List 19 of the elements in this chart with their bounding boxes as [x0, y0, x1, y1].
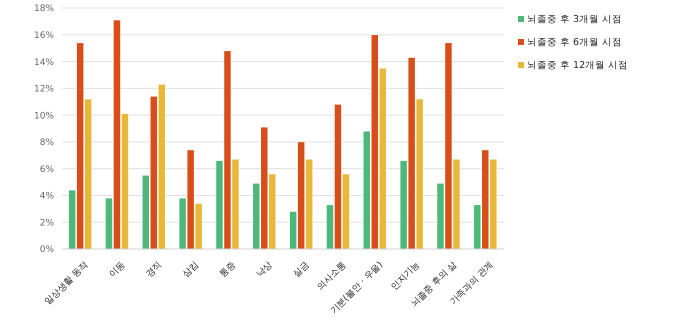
- y-tick-label: 10%: [34, 111, 54, 122]
- y-tick-label: 4%: [40, 192, 54, 202]
- y-tick-label: 14%: [34, 58, 54, 68]
- y-tick-label: 18%: [34, 4, 54, 14]
- x-tick-label: 이동: [108, 260, 128, 280]
- x-tick-label: 실금: [292, 260, 312, 280]
- y-tick-label: 6%: [40, 164, 54, 175]
- y-tick-label: 8%: [40, 138, 54, 148]
- y-tick-label: 2%: [40, 218, 54, 228]
- x-tick-label: 낙상: [254, 260, 275, 280]
- legend-label: 뇌졸중 후 6개월 시점: [526, 36, 624, 50]
- y-tick-label: 16%: [34, 30, 54, 41]
- x-tick-label: 통증: [218, 260, 238, 280]
- y-tick-label: 12%: [34, 84, 54, 95]
- x-tick-label: 경직: [144, 260, 164, 280]
- legend-label: 뇌졸중 후 3개월 시점: [526, 13, 624, 27]
- legend-label: 뇌졸중 후 12개월 시점: [526, 59, 630, 73]
- y-tick-label: 0%: [40, 245, 54, 256]
- x-tick-label: 삼킴: [181, 260, 201, 280]
